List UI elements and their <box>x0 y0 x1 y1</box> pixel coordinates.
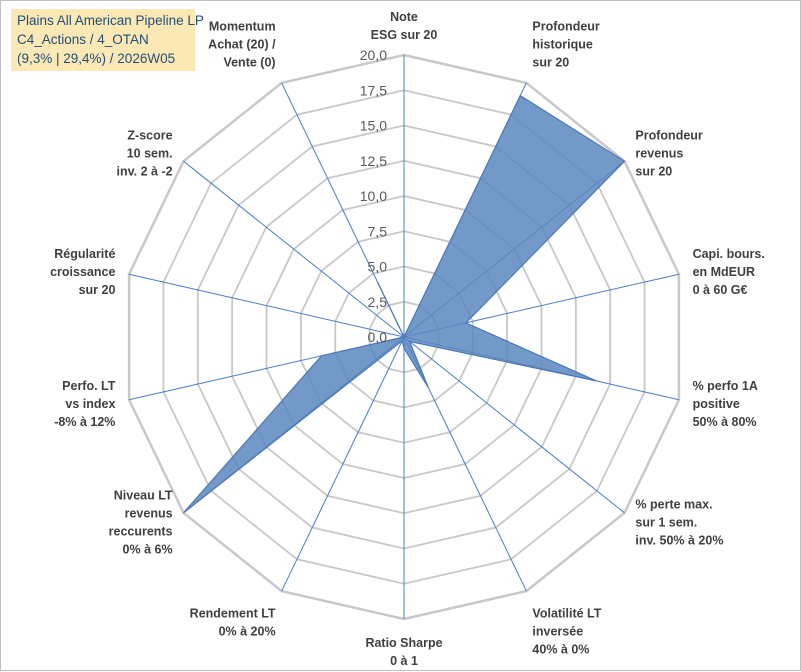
tick-label: 12,5 <box>360 153 387 169</box>
tick-label: 0,0 <box>368 329 388 345</box>
axis-spoke <box>281 336 405 592</box>
axis-label: Momentum Achat (20) / Vente (0) <box>208 19 276 69</box>
chart-title-box: Plains All American Pipeline LP C4_Actio… <box>11 9 204 71</box>
axis-label: % perfo 1A positive 50% à 80% <box>693 379 758 429</box>
tick-label: 20,0 <box>360 47 387 63</box>
tick-label: 10,0 <box>360 188 387 204</box>
axis-label: Volatilité LT inversée 40% à 0% <box>532 607 601 657</box>
axis-spoke <box>128 273 405 338</box>
tick-label: 5,0 <box>368 259 388 275</box>
axis-label: Profondeur historique sur 20 <box>532 19 599 69</box>
tick-label: 17,5 <box>360 82 387 98</box>
tick-label: 2,5 <box>368 294 388 310</box>
axis-label: Note ESG sur 20 <box>371 10 438 42</box>
axis-label: Régularité croissance sur 20 <box>50 247 115 297</box>
tick-label: 15,0 <box>360 118 387 134</box>
axis-label: Perfo. LT vs index -8% à 12% <box>54 379 116 429</box>
chart-title-line2: C4_Actions / 4_OTAN <box>17 32 149 47</box>
series-area <box>183 94 626 514</box>
axis-label: Niveau LT revenus reccurents 0% à 6% <box>109 489 173 557</box>
axis-label: Profondeur revenus sur 20 <box>635 128 702 178</box>
tick-label: 7,5 <box>368 223 388 239</box>
axis-label: % perte max. sur 1 sem. inv. 50% à 20% <box>635 498 723 548</box>
axis-label: Ratio Sharpe 0 à 1 <box>365 636 442 668</box>
axis-label: Z-score 10 sem. inv. 2 à -2 <box>117 128 173 178</box>
axis-label: Capi. bours. en MdEUR 0 à 60 G€ <box>693 247 765 297</box>
chart-title-line3: (9,3% | 29,4%) / 2026W05 <box>17 51 176 66</box>
chart-title-line1: Plains All American Pipeline LP <box>17 13 204 28</box>
axis-spoke <box>183 160 405 338</box>
axis-label: Rendement LT 0% à 20% <box>190 607 276 639</box>
axis-spoke <box>403 336 625 514</box>
